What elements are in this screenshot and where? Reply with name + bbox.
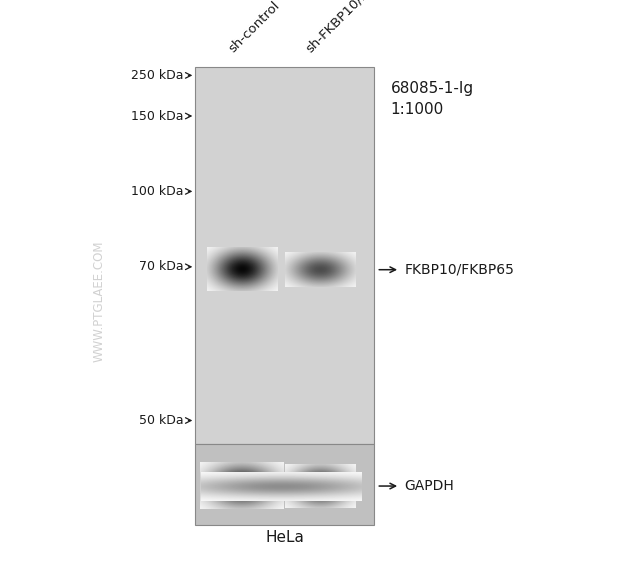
Text: WWW.PTGLAEE.COM: WWW.PTGLAEE.COM [93,241,106,362]
Text: HeLa: HeLa [266,530,304,545]
Text: 100 kDa: 100 kDa [131,185,184,198]
Text: sh-FKBP10/FKBP65: sh-FKBP10/FKBP65 [303,0,401,55]
Bar [195,67,374,444]
Bar [195,444,374,525]
Text: 70 kDa: 70 kDa [139,260,184,273]
Text: 68085-1-Ig
1:1000: 68085-1-Ig 1:1000 [390,81,474,117]
Text: 150 kDa: 150 kDa [131,110,184,122]
Text: sh-control: sh-control [227,0,282,55]
Text: 250 kDa: 250 kDa [131,69,184,82]
Text: GAPDH: GAPDH [404,479,454,493]
Text: FKBP10/FKBP65: FKBP10/FKBP65 [404,263,515,277]
Text: 50 kDa: 50 kDa [139,414,184,427]
